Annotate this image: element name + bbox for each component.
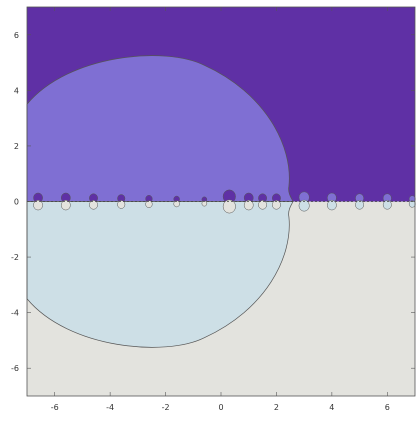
y-tick-label: 4 [14,86,19,95]
x-tick-label: -6 [51,403,59,412]
x-tick-label: 2 [274,403,279,412]
y-tick-label: 6 [14,31,19,40]
boundary-blob-lower [355,200,364,210]
y-tick-label: -4 [11,309,19,318]
boundary-blob-lower [201,200,208,207]
plot-area [26,7,416,396]
y-tick-label: -6 [11,364,19,373]
x-tick-label: 0 [218,403,223,412]
boundary-blob-lower [222,199,236,214]
boundary-blob-lower [145,200,153,208]
plot-frame [26,6,416,397]
x-tick-label: 4 [329,403,334,412]
x-tick-label: 6 [385,403,390,412]
x-tick-label: -2 [162,403,170,412]
boundary-blob-lower [327,200,337,211]
region-upper-inner [26,55,294,202]
y-tick-label: 0 [14,198,19,207]
boundary-blob-lower [258,200,267,210]
y-tick-label: -2 [11,253,19,262]
boundary-blob-lower [243,200,254,211]
boundary-blob-lower [33,200,43,211]
boundary-blob-lower [89,200,98,210]
axis-ticks: -6 -4 -2 0 2 4 6 -6 -4 -2 0 2 4 6 [11,7,415,412]
boundary-blob-lower [382,200,392,210]
boundary-blob-lower [60,200,71,211]
boundary-blob-lower [117,200,126,209]
boundary-blob-lower [298,199,310,212]
y-tick-label: 2 [14,142,19,151]
region-lower-inner [26,201,294,348]
boundary-blob-lower [272,200,281,210]
x-tick-label: -4 [106,403,114,412]
boundary-blob-lower [173,200,180,208]
